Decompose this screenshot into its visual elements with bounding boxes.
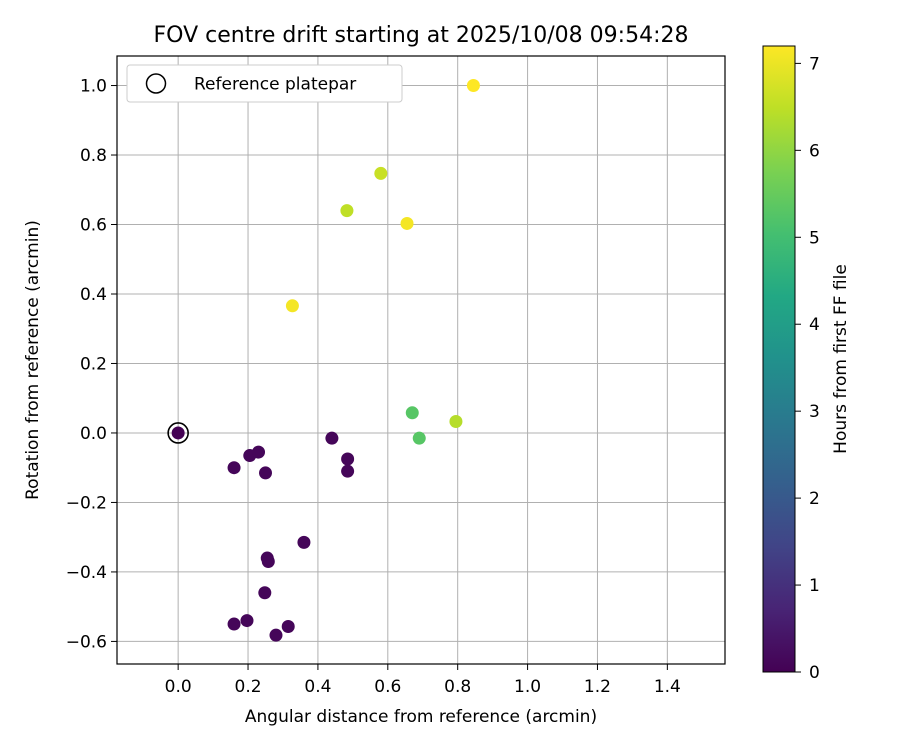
x-tick-label: 1.2 xyxy=(584,677,611,697)
y-tick-label: 0.0 xyxy=(80,424,107,444)
legend: Reference platepar xyxy=(126,64,403,103)
data-point xyxy=(227,617,241,631)
colorbar-tick-label: 6 xyxy=(809,141,820,161)
x-axis-ticks: 0.0 0.2 0.4 0.6 0.8 1.0 1.2 1.4 xyxy=(165,664,681,697)
y-tick-label: 0.6 xyxy=(80,216,107,236)
data-point xyxy=(466,79,480,93)
chart-title: FOV centre drift starting at 2025/10/08 … xyxy=(154,23,689,48)
data-point xyxy=(297,535,311,549)
colorbar-tick-label: 0 xyxy=(809,663,820,683)
colorbar: 0 1 2 3 4 5 6 7 Hours from first FF file xyxy=(762,45,851,683)
legend-marker-icon xyxy=(145,73,167,94)
y-tick-label: −0.4 xyxy=(66,563,107,583)
x-tick-label: 1.4 xyxy=(654,677,681,697)
y-tick-label: −0.2 xyxy=(66,493,107,513)
y-tick-label: 1.0 xyxy=(80,77,107,97)
plot-area-frame xyxy=(116,55,726,665)
colorbar-tick-label: 1 xyxy=(809,576,820,596)
x-tick-label: 0.4 xyxy=(304,677,331,697)
data-point xyxy=(400,216,414,230)
y-tick-label: 0.4 xyxy=(80,285,107,305)
data-point xyxy=(259,466,273,480)
grid-lines xyxy=(117,56,725,664)
data-point xyxy=(325,431,339,445)
legend-box xyxy=(126,64,403,103)
data-point xyxy=(341,464,355,478)
legend-label: Reference platepar xyxy=(194,75,356,95)
data-point xyxy=(171,426,185,440)
data-point xyxy=(412,431,426,445)
data-point xyxy=(252,445,266,459)
x-tick-label: 0.6 xyxy=(374,677,401,697)
x-tick-label: 1.0 xyxy=(514,677,541,697)
data-point xyxy=(281,619,295,633)
data-point xyxy=(374,166,388,180)
colorbar-tick-label: 4 xyxy=(809,315,820,335)
y-axis-label: Rotation from reference (arcmin) xyxy=(23,220,43,500)
data-point xyxy=(341,452,355,466)
colorbar-tick-label: 5 xyxy=(809,228,820,248)
x-tick-label: 0.2 xyxy=(235,677,262,697)
data-point xyxy=(227,461,241,475)
data-point xyxy=(261,555,275,569)
x-tick-label: 0.0 xyxy=(165,677,192,697)
colorbar-tick-label: 3 xyxy=(809,402,820,422)
y-axis-ticks: −0.6 −0.4 −0.2 0.0 0.2 0.4 0.6 0.8 1.0 xyxy=(66,77,117,652)
data-point xyxy=(269,628,283,642)
colorbar-gradient xyxy=(762,45,796,673)
x-axis-label: Angular distance from reference (arcmin) xyxy=(245,707,597,727)
y-tick-label: 0.8 xyxy=(80,146,107,166)
data-point xyxy=(405,406,419,420)
data-points xyxy=(167,79,480,642)
data-point xyxy=(240,614,254,628)
x-tick-label: 0.8 xyxy=(444,677,471,697)
data-point xyxy=(449,414,463,428)
colorbar-label: Hours from first FF file xyxy=(831,264,851,454)
y-tick-label: −0.6 xyxy=(66,632,107,652)
data-point xyxy=(285,299,299,313)
colorbar-tick-label: 7 xyxy=(809,54,820,74)
y-tick-label: 0.2 xyxy=(80,354,107,374)
data-point xyxy=(340,204,354,218)
colorbar-tick-label: 2 xyxy=(809,489,820,509)
reference-marker xyxy=(167,422,189,444)
colorbar-ticks: 0 1 2 3 4 5 6 7 xyxy=(795,54,820,683)
data-point xyxy=(258,586,272,600)
